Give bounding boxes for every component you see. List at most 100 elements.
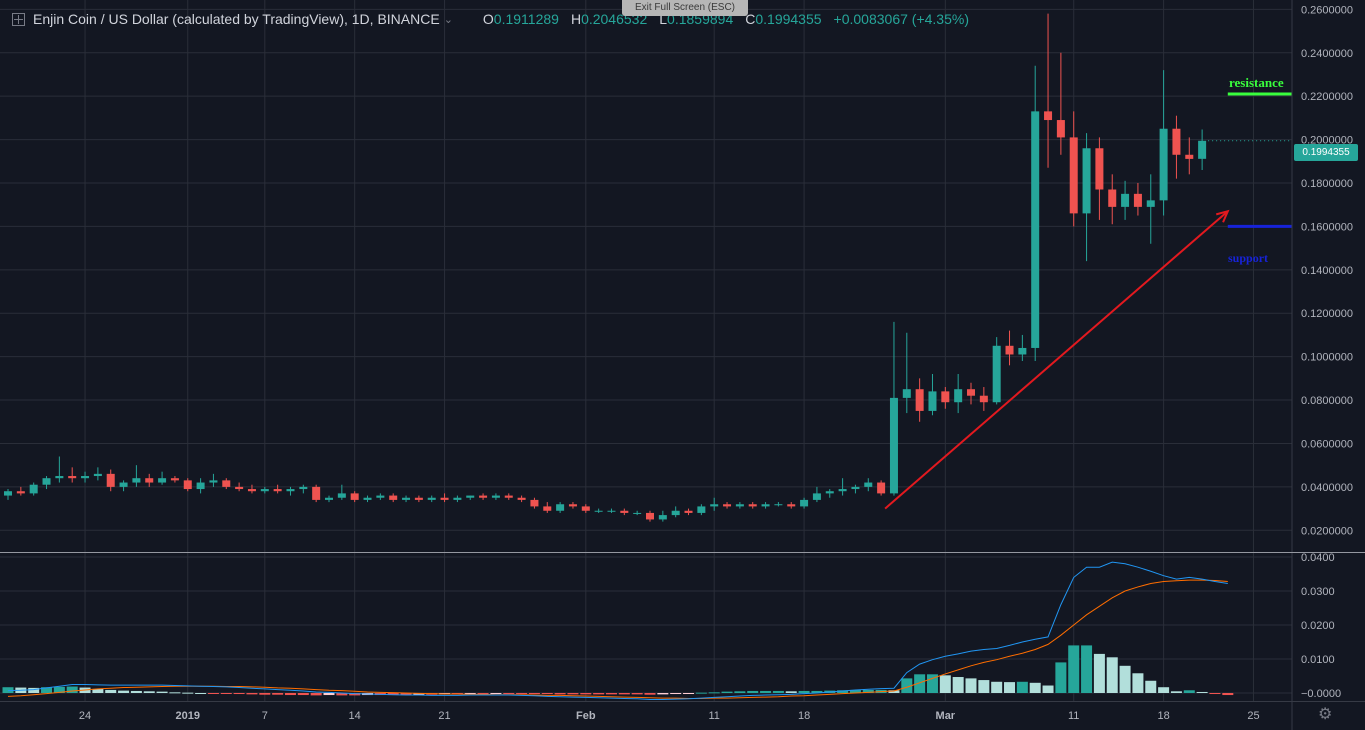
histogram-bar — [541, 693, 553, 695]
candle-body — [851, 486, 860, 490]
candle-body — [735, 504, 744, 507]
crosshair-icon[interactable] — [12, 12, 25, 26]
price-axis[interactable]: 0.2600000 0.2400000 0.2200000 0.2000000 0.18… — [0, 0, 1365, 553]
price-tick-label: 0.2600000 — [1301, 4, 1353, 16]
candle-body — [312, 486, 321, 500]
histogram-bar — [683, 693, 695, 694]
candle-body — [170, 478, 179, 481]
histogram-bar — [28, 687, 40, 693]
candle-body — [556, 504, 565, 511]
histogram-bar — [182, 692, 194, 694]
histogram-bar — [464, 693, 476, 694]
high-key: H — [570, 11, 582, 27]
trend-arrow-line — [884, 210, 1229, 510]
time-tick-label: Mar — [936, 710, 956, 722]
price-chart[interactable]: 0.2600000 0.2400000 0.2200000 0.2000000 0.18… — [0, 0, 1365, 553]
candle-body — [812, 493, 821, 500]
histogram-bar — [1106, 657, 1118, 693]
histogram-bar — [323, 693, 335, 696]
chevron-down-icon[interactable]: ⌄ — [443, 13, 453, 26]
candle-body — [954, 389, 963, 403]
candle-body — [299, 486, 308, 490]
price-tick-label: 0.0400000 — [1301, 482, 1353, 494]
candle-body — [196, 482, 205, 490]
histogram-bar — [297, 693, 309, 696]
exit-fullscreen-button[interactable]: Exit Full Screen (ESC) — [622, 0, 748, 16]
histogram-bar — [92, 688, 104, 693]
macd-chart[interactable]: 0.0400 0.0300 0.0200 0.0100 −0.0000 24 2019 7 1… — [0, 553, 1365, 730]
histogram-bar — [169, 692, 181, 694]
candle-body — [158, 478, 167, 483]
candle-body — [877, 482, 886, 494]
histogram-bar — [207, 693, 219, 694]
price-tick-label: 0.0600000 — [1301, 438, 1353, 450]
histogram-bar — [862, 689, 874, 693]
candle-body — [453, 497, 462, 500]
histogram-bar — [118, 690, 130, 693]
histogram-bar — [695, 692, 707, 694]
histogram-bar — [1119, 665, 1131, 693]
candles — [4, 13, 1207, 522]
resistance-label: resistance — [1229, 75, 1284, 90]
candle-body — [247, 489, 256, 492]
histogram-bar — [965, 678, 977, 693]
histogram-bar — [310, 693, 322, 696]
candle-body — [273, 489, 282, 492]
histogram-bar — [760, 690, 772, 693]
candle-body — [427, 497, 436, 500]
symbol-title[interactable]: Enjin Coin / US Dollar (calculated by Tr… — [33, 11, 440, 27]
macd-axis[interactable]: 0.0400 0.0300 0.0200 0.0100 −0.0000 — [0, 553, 1365, 730]
candle-body — [363, 497, 372, 500]
time-tick-label: 25 — [1247, 710, 1259, 722]
histogram-bar — [53, 686, 65, 693]
candle-body — [440, 497, 449, 500]
histogram-bar — [195, 693, 207, 694]
histogram-bar — [772, 690, 784, 693]
histogram-bar — [490, 693, 502, 694]
histogram-bar — [644, 693, 656, 695]
histogram-bar — [66, 686, 78, 693]
histogram-bar — [156, 691, 168, 693]
candle-body — [68, 476, 77, 479]
histogram-bar — [220, 693, 232, 694]
candle-body — [992, 345, 1001, 403]
signal-line — [7, 579, 1228, 699]
histogram-bar — [1042, 685, 1054, 693]
histogram-bar — [1016, 681, 1028, 693]
open-value: 0.1911289 — [493, 11, 559, 27]
time-tick-label: 7 — [262, 710, 268, 722]
candle-body — [1108, 189, 1117, 207]
candle-body — [389, 495, 398, 500]
candle-body — [543, 506, 552, 511]
gear-icon[interactable]: ⚙ — [1318, 706, 1333, 723]
candle-body — [1069, 137, 1078, 214]
histogram-bar — [978, 680, 990, 693]
time-tick-label: 21 — [438, 710, 450, 722]
price-tick-label: 0.0800000 — [1301, 395, 1353, 407]
candle-body — [479, 495, 488, 498]
candle-body — [864, 482, 873, 487]
candle-body — [1198, 140, 1207, 159]
macd-tick-label: 0.0200 — [1301, 620, 1335, 632]
histogram-bar — [105, 689, 117, 693]
candle-body — [889, 397, 898, 494]
candle-body — [1185, 154, 1194, 159]
candle-body — [723, 504, 732, 507]
candle-body — [697, 506, 706, 513]
close-key: C — [745, 11, 756, 27]
candle-body — [466, 495, 475, 498]
time-axis[interactable]: 24 2019 7 14 21 Feb 11 18 Mar 11 18 25 — [79, 710, 1260, 722]
candle-body — [825, 491, 834, 494]
histogram-bar — [246, 693, 258, 695]
histogram-bar — [349, 693, 361, 696]
histogram-bar — [1196, 691, 1208, 693]
histogram-bar — [1068, 645, 1080, 693]
histogram-bar — [143, 691, 155, 693]
histogram-bar — [580, 693, 592, 695]
candle-body — [915, 389, 924, 411]
candle-body — [646, 512, 654, 520]
candle-body — [286, 489, 295, 492]
time-tick-label: 2019 — [176, 710, 200, 722]
candle-body — [1031, 111, 1040, 348]
histogram-bar — [849, 689, 861, 693]
